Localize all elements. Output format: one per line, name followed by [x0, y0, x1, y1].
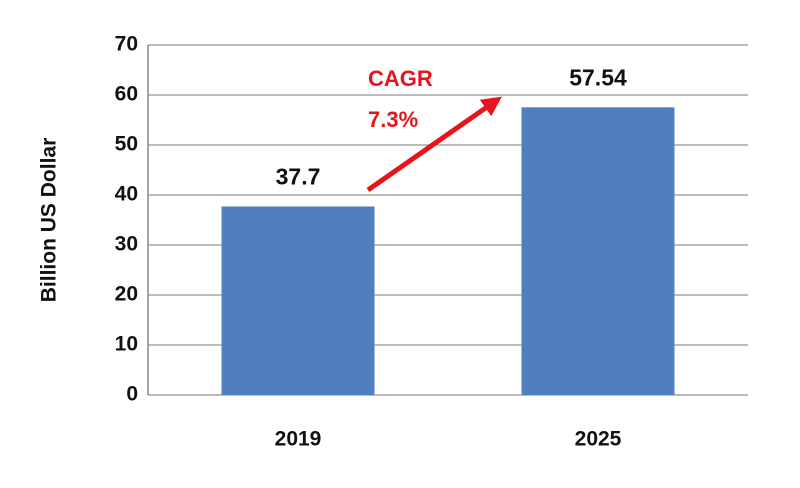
- annotation: 7.3%: [368, 107, 418, 132]
- y-tick-label: 10: [115, 333, 138, 356]
- bar: [521, 107, 675, 396]
- x-tick-label: 2025: [575, 428, 622, 451]
- y-axis-label: Billion US Dollar: [38, 138, 61, 303]
- value-label: 57.54: [569, 64, 627, 90]
- x-tick-label: 2019: [275, 428, 322, 451]
- y-tick-label: 30: [115, 233, 138, 256]
- cagr-arrow: [366, 96, 502, 193]
- y-tick-label: 20: [115, 283, 138, 306]
- bar: [221, 206, 375, 395]
- y-tick-label: 0: [126, 383, 138, 406]
- value-label: 37.7: [276, 164, 321, 190]
- y-tick-label: 50: [115, 133, 138, 156]
- annotation: CAGR: [368, 66, 433, 91]
- y-tick-label: 70: [115, 33, 138, 56]
- y-tick-label: 60: [115, 83, 138, 106]
- y-tick-label: 40: [115, 183, 138, 206]
